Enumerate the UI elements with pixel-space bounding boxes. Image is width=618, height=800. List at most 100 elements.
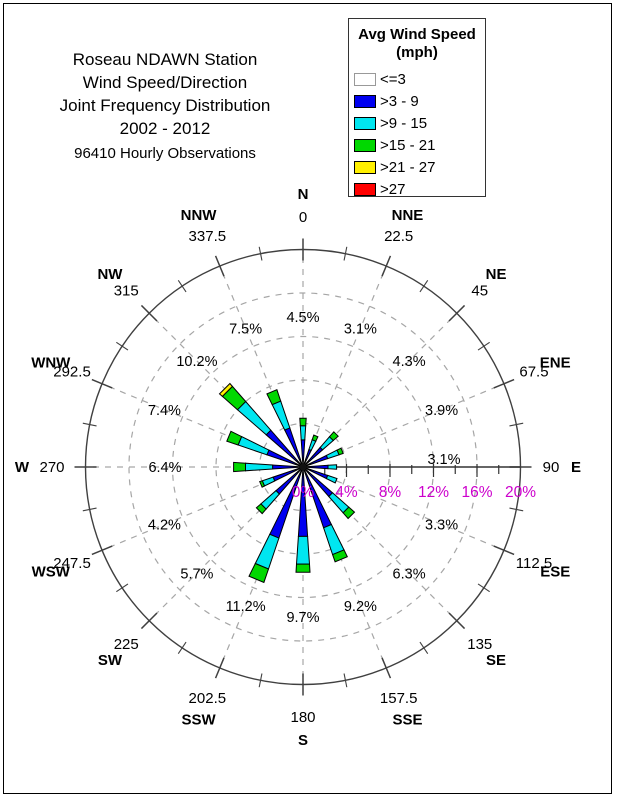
direction-label-NNW: NNW [181, 207, 218, 224]
pct-label-E: 3.1% [427, 452, 460, 468]
pct-label-SE: 6.3% [393, 566, 426, 582]
circle-tick-major-225 [140, 612, 158, 630]
center-dot [299, 463, 307, 471]
petal-NNW-bin2 [271, 400, 291, 431]
degree-label-NW: 315 [114, 282, 139, 299]
petal-W-bin3 [233, 461, 246, 473]
wind-speed-legend: Avg Wind Speed (mph) <=3 >3 - 9 >9 - 15 … [348, 18, 486, 200]
direction-label-NW: NW [97, 266, 123, 283]
petal-NW-bin2 [236, 400, 272, 436]
grid-spoke-NNE [302, 265, 387, 468]
petal-W-bin2 [245, 462, 274, 472]
legend-swatch-15-21 [354, 138, 376, 152]
direction-label-NE: NE [486, 266, 507, 283]
degree-label-SSE: 157.5 [380, 690, 418, 707]
degree-label-W: 270 [39, 459, 64, 476]
circle-tick-minor-11.25 [343, 246, 348, 261]
petal-WNW-bin2 [237, 435, 270, 456]
degree-label-SW: 225 [114, 636, 139, 653]
petal-ESE-bin2 [325, 474, 338, 484]
circle-tick-major-135 [448, 612, 466, 630]
chart-title-block: Roseau NDAWN Station Wind Speed/Directio… [25, 48, 305, 164]
legend-title-line1: Avg Wind Speed [358, 26, 476, 43]
pct-label-S: 9.7% [286, 610, 319, 626]
circle-tick-major-22.5 [381, 255, 392, 277]
circle-tick-major-315 [140, 304, 158, 322]
degree-label-SE: 135 [467, 636, 492, 653]
circle-tick-minor-123.75 [477, 583, 490, 593]
petal-WSW-bin3 [259, 480, 266, 488]
petal-NNW-bin3 [266, 389, 282, 406]
pct-label-NE: 4.3% [393, 354, 426, 370]
pct-label-ESE: 3.3% [425, 518, 458, 534]
degree-label-E: 90 [543, 459, 560, 476]
petal-ENE-bin3 [336, 447, 344, 456]
circle-tick-minor-191.25 [258, 673, 263, 688]
legend-swatch-3-9 [354, 94, 376, 108]
petal-SSE-bin2 [322, 523, 345, 556]
legend-swatch-21-27 [354, 160, 376, 174]
petal-WNW-bin3 [226, 430, 243, 446]
radial-label-8: 8% [379, 484, 402, 501]
legend-label-gt27: >27 [380, 180, 406, 198]
circle-tick-minor-101.25 [509, 507, 524, 512]
petal-SSE-bin3 [331, 549, 348, 563]
legend-title-line2: (mph) [396, 44, 438, 61]
legend-swatch-gt27 [354, 182, 376, 196]
legend-item-21-27: >21 - 27 [354, 156, 485, 178]
circle-tick-major-45 [448, 304, 466, 322]
radial-label-12: 12% [418, 484, 449, 501]
legend-title: Avg Wind Speed (mph) [349, 26, 485, 62]
legend-rows: <=3 >3 - 9 >9 - 15 >15 - 21 >21 - 27 >27 [354, 68, 485, 200]
radial-label-0: 0% [292, 484, 315, 501]
legend-label-9-15: >9 - 15 [380, 114, 428, 132]
pct-label-SSW: 11.2% [226, 599, 266, 615]
petal-SE-bin3 [342, 506, 356, 520]
circle-tick-major-292.5 [91, 378, 113, 389]
degree-label-WSW: 247.5 [53, 555, 91, 572]
circle-tick-minor-213.75 [177, 641, 187, 654]
circle-tick-major-247.5 [91, 545, 113, 556]
direction-label-ENE: ENE [540, 355, 571, 372]
circle-tick-major-337.5 [214, 255, 225, 277]
legend-label-15-21: >15 - 21 [380, 136, 436, 154]
direction-label-N: N [298, 186, 309, 203]
legend-item-gt27: >27 [354, 178, 485, 200]
petal-N-bin3 [299, 417, 307, 427]
direction-label-SE: SE [486, 652, 506, 669]
circle-tick-minor-281.25 [82, 422, 97, 427]
pct-label-W: 6.4% [148, 460, 181, 476]
pct-label-WNW: 7.4% [148, 403, 181, 419]
legend-swatch-9-15 [354, 116, 376, 130]
degree-label-ENE: 67.5 [519, 364, 548, 381]
pct-label-ENE: 3.9% [425, 403, 458, 419]
circle-tick-minor-236.25 [116, 583, 129, 593]
circle-tick-minor-348.75 [258, 246, 263, 261]
legend-label-21-27: >21 - 27 [380, 158, 436, 176]
degree-label-NNW: 337.5 [189, 228, 227, 245]
circle-tick-major-112.5 [493, 545, 515, 556]
direction-label-SW: SW [98, 652, 123, 669]
direction-label-SSE: SSE [392, 711, 422, 728]
degree-label-WNW: 292.5 [53, 364, 91, 381]
circle-tick-minor-78.75 [509, 422, 524, 427]
petal-S-bin2 [295, 535, 311, 565]
direction-label-W: W [15, 459, 30, 476]
direction-label-SSW: SSW [181, 711, 216, 728]
degree-label-S: 180 [290, 709, 315, 726]
legend-item-15-21: >15 - 21 [354, 134, 485, 156]
pct-label-SW: 5.7% [180, 566, 213, 582]
petal-SW-bin3 [255, 503, 267, 515]
petal-NE-bin3 [328, 431, 339, 442]
title-line-variables: Wind Speed/Direction [82, 73, 248, 92]
degree-label-NE: 45 [471, 282, 488, 299]
circle-tick-major-202.5 [214, 657, 225, 679]
legend-item-9-15: >9 - 15 [354, 112, 485, 134]
legend-swatch-le3 [354, 72, 376, 86]
circle-tick-minor-303.75 [116, 341, 129, 351]
degree-label-N: 0 [299, 209, 307, 226]
direction-label-NNE: NNE [392, 207, 424, 224]
pct-label-WSW: 4.2% [148, 518, 181, 534]
petal-N-bin2 [299, 425, 307, 441]
